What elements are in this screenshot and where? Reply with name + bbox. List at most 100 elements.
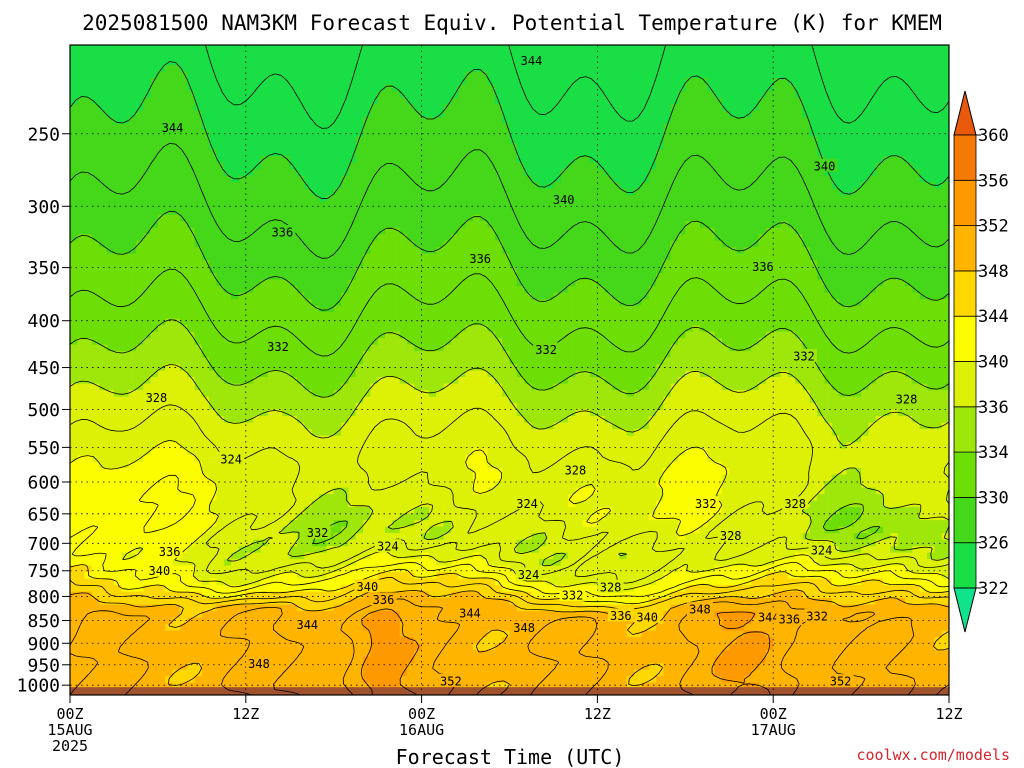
field-cell: [113, 571, 122, 579]
field-cell: [714, 584, 723, 592]
field-cell: [546, 617, 555, 625]
field-cell: [392, 435, 401, 443]
field-cell: [612, 467, 620, 475]
field-cell: [77, 448, 86, 456]
field-cell: [289, 422, 298, 430]
field-cell: [868, 617, 877, 625]
field-cell: [729, 493, 738, 501]
field-cell: [582, 675, 591, 683]
field-cell: [546, 461, 555, 469]
field-cell: [890, 435, 899, 443]
field-cell: [634, 656, 642, 664]
field-cell: [897, 636, 906, 644]
field-cell: [765, 480, 774, 488]
field-cell: [289, 591, 298, 599]
field-cell: [399, 467, 408, 475]
field-cell: [194, 597, 203, 605]
field-cell: [326, 669, 335, 677]
field-cell: [150, 682, 159, 690]
field-cell: [941, 506, 949, 514]
field-cell: [912, 519, 921, 527]
field-cell: [758, 682, 767, 690]
field-cell: [187, 636, 196, 644]
field-cell: [106, 675, 115, 683]
field-cell: [370, 441, 379, 449]
field-cell: [912, 480, 921, 488]
field-cell: [494, 480, 503, 488]
field-cell: [157, 604, 166, 612]
field-cell: [311, 480, 320, 488]
field-cell: [348, 480, 357, 488]
field-cell: [165, 500, 174, 508]
field-cell: [656, 571, 664, 579]
field-cell: [106, 513, 115, 521]
field-cell: [231, 506, 240, 514]
field-cell: [538, 675, 547, 683]
field-cell: [135, 519, 144, 527]
field-cell: [875, 532, 884, 540]
field-cell: [326, 604, 335, 612]
field-cell: [392, 519, 401, 527]
field-cell: [311, 571, 320, 579]
field-cell: [450, 558, 459, 566]
field-cell: [612, 656, 620, 664]
field-cell: [187, 461, 196, 469]
field-cell: [363, 506, 371, 514]
field-cell: [245, 649, 254, 657]
field-cell: [721, 539, 730, 547]
field-cell: [626, 636, 635, 644]
field-cell: [597, 669, 606, 677]
field-cell: [414, 519, 423, 527]
field-cell: [91, 552, 100, 560]
field-cell: [428, 428, 437, 436]
field-cell: [289, 617, 298, 625]
field-cell: [428, 669, 437, 677]
field-cell: [487, 656, 496, 664]
field-cell: [941, 545, 949, 553]
field-cell: [70, 545, 78, 553]
field-cell: [392, 610, 401, 618]
field-cell: [912, 461, 921, 469]
field-cell: [355, 643, 364, 651]
field-cell: [179, 591, 188, 599]
field-cell: [817, 435, 826, 443]
field-cell: [399, 623, 408, 631]
field-cell: [341, 584, 349, 592]
field-cell: [531, 656, 540, 664]
field-cell: [626, 675, 635, 683]
field-cell: [289, 539, 298, 547]
field-cell: [428, 623, 437, 631]
field-cell: [392, 604, 401, 612]
field-cell: [736, 461, 745, 469]
field-cell: [751, 448, 760, 456]
field-cell: [787, 604, 796, 612]
field-cell: [70, 493, 78, 501]
field-cell: [341, 441, 349, 449]
field-cell: [590, 656, 598, 664]
field-cell: [450, 565, 459, 573]
field-cell: [377, 526, 386, 534]
field-cell: [787, 506, 796, 514]
field-cell: [165, 636, 174, 644]
field-cell: [128, 669, 137, 677]
field-cell: [897, 448, 906, 456]
field-cell: [77, 480, 86, 488]
field-cell: [758, 604, 767, 612]
field-cell: [84, 617, 93, 625]
field-cell: [253, 539, 262, 547]
field-cell: [524, 552, 533, 560]
field-cell: [179, 480, 188, 488]
field-cell: [509, 474, 518, 482]
field-cell: [883, 493, 891, 501]
field-cell: [245, 513, 254, 521]
field-cell: [927, 545, 935, 553]
field-cell: [780, 630, 789, 638]
field-cell: [106, 584, 115, 592]
field-cell: [729, 617, 738, 625]
field-cell: [890, 513, 899, 521]
field-cell: [743, 435, 752, 443]
field-cell: [773, 539, 782, 547]
field-cell: [663, 513, 672, 521]
field-cell: [531, 643, 540, 651]
field-cell: [809, 584, 818, 592]
